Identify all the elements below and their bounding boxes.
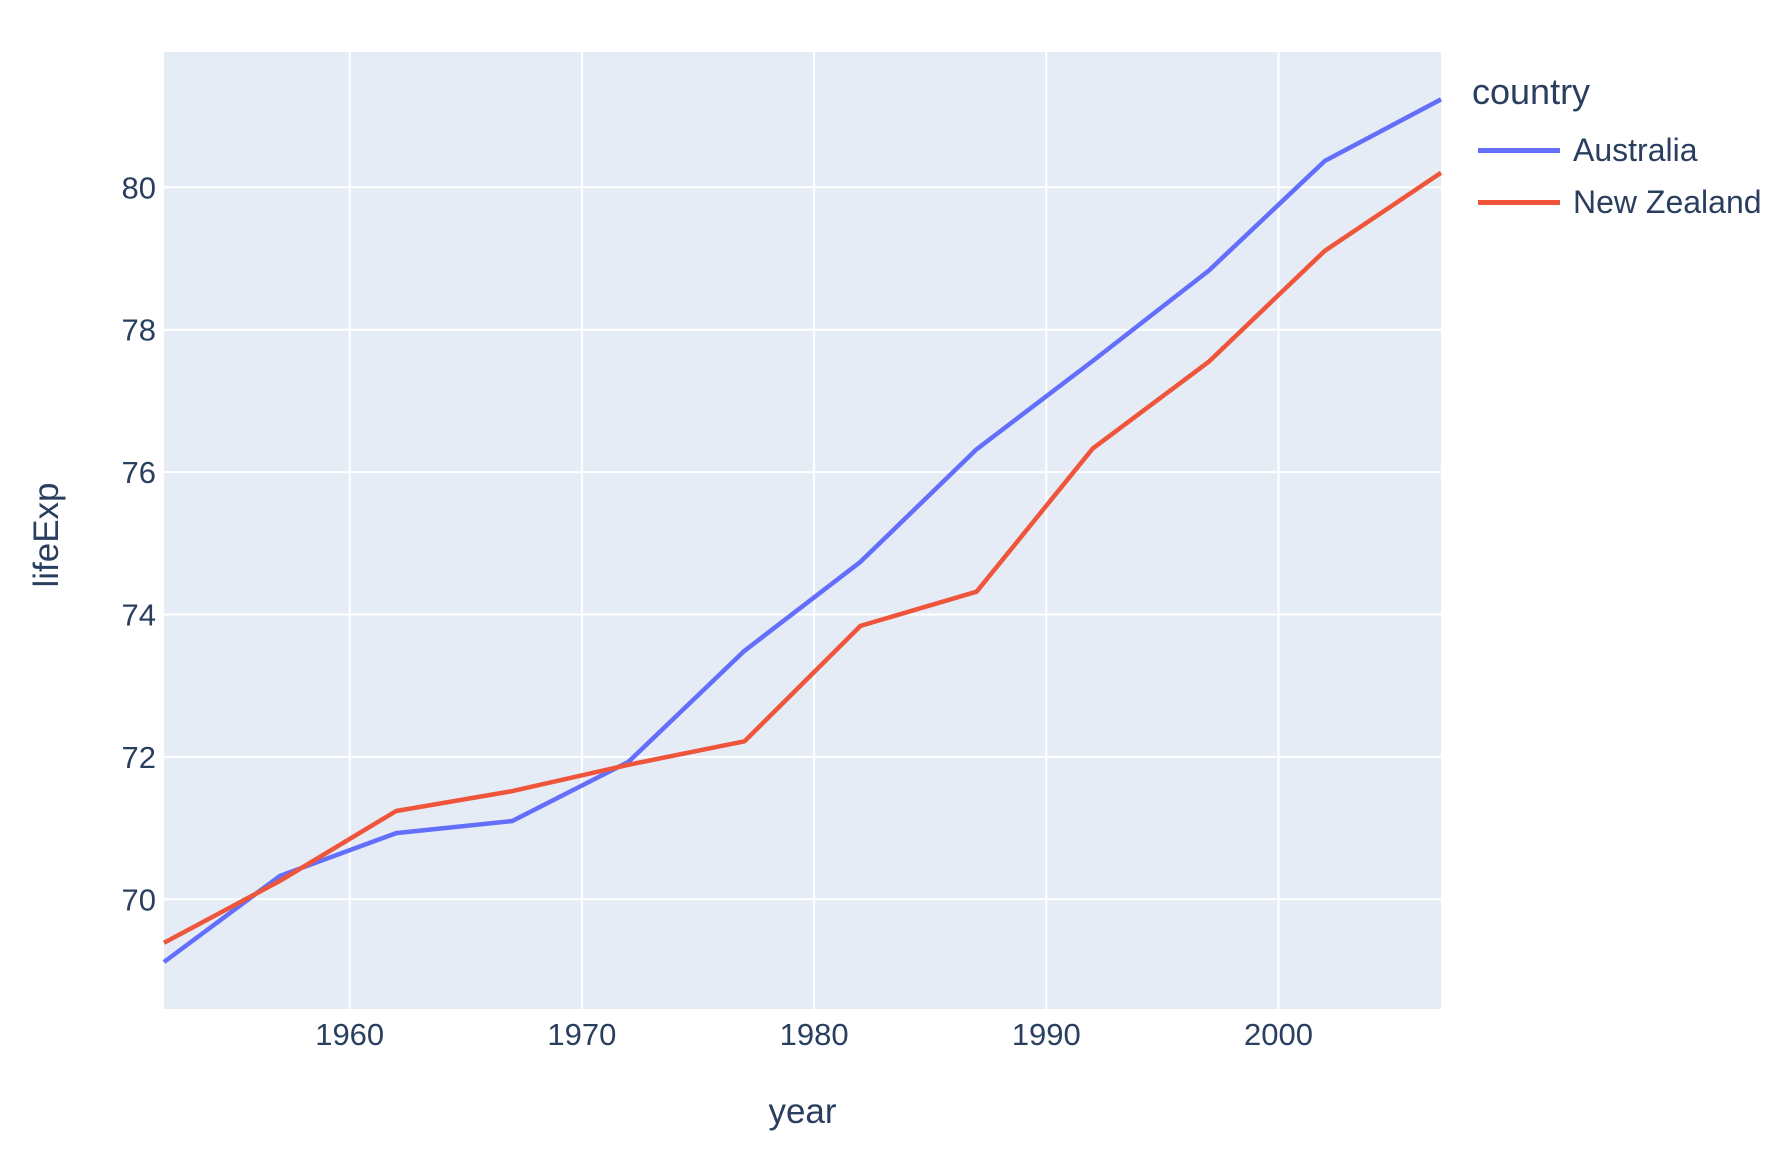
- plot-background[interactable]: [164, 52, 1441, 1009]
- y-tick-label-74: 74: [122, 598, 156, 633]
- legend-swatch-new-zealand: [1478, 199, 1560, 205]
- series-line-australia[interactable]: [162, 97, 1443, 964]
- legend: country Australia New Zealand: [1472, 70, 1762, 228]
- legend-label-new-zealand: New Zealand: [1573, 183, 1762, 220]
- x-tick-label-1970: 1970: [547, 1017, 616, 1052]
- y-tick-label-76: 76: [122, 455, 156, 490]
- x-axis-title: year: [768, 1092, 837, 1131]
- y-axis-title: lifeExp: [27, 482, 66, 588]
- x-tick-label-1990: 1990: [1012, 1017, 1081, 1052]
- legend-item-australia[interactable]: Australia: [1472, 124, 1762, 176]
- x-tick-label-1960: 1960: [315, 1017, 384, 1052]
- legend-item-new-zealand[interactable]: New Zealand: [1472, 176, 1762, 228]
- legend-label-australia: Australia: [1573, 131, 1698, 168]
- series-line-new-zealand[interactable]: [162, 170, 1443, 945]
- legend-swatch-australia: [1478, 147, 1560, 153]
- y-tick-label-72: 72: [122, 740, 156, 775]
- legend-items: Australia New Zealand: [1472, 124, 1762, 228]
- y-tick-label-80: 80: [122, 170, 156, 205]
- x-tick-label-1980: 1980: [780, 1017, 849, 1052]
- legend-title: country: [1472, 71, 1591, 112]
- y-tick-label-78: 78: [122, 313, 156, 348]
- y-tick-label-70: 70: [122, 882, 156, 917]
- x-tick-label-2000: 2000: [1244, 1017, 1313, 1052]
